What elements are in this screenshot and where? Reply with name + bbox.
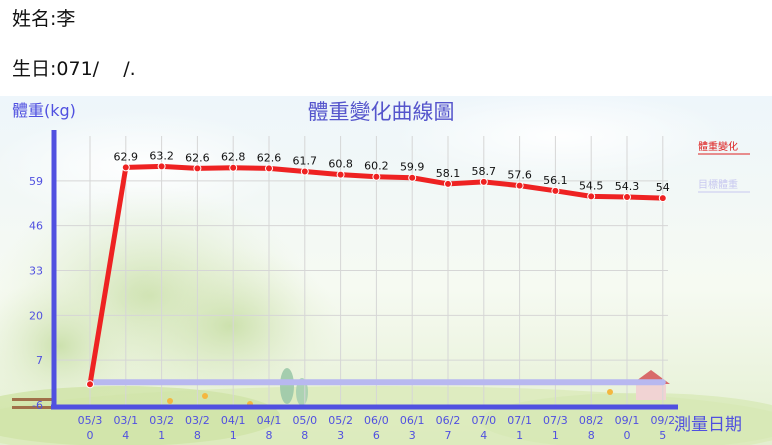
x-tick-label: 05/3 0 — [78, 414, 103, 442]
x-tick-label: 09/2 5 — [650, 414, 675, 442]
x-tick-label: 03/2 1 — [149, 414, 174, 442]
x-tick-label: 04/1 8 — [257, 414, 282, 442]
y-tick-label: 20 — [29, 309, 43, 322]
x-tick-label: 04/1 1 — [221, 414, 246, 442]
weight-data-label: 62.6 — [257, 151, 282, 164]
weight-point — [121, 163, 130, 172]
weight-data-label: 63.2 — [149, 149, 174, 162]
weight-data-label: 58.1 — [436, 167, 461, 180]
x-tick-label: 08/2 8 — [579, 414, 604, 442]
y-tick-label: 7 — [36, 354, 43, 367]
x-tick-label: 03/1 4 — [113, 414, 138, 442]
y-axis-label: 體重(kg) — [12, 101, 76, 120]
x-tick-label: 06/1 3 — [400, 414, 425, 442]
weight-data-label: 61.7 — [293, 155, 318, 168]
weight-point — [408, 173, 417, 182]
y-tick-label: 33 — [29, 265, 43, 278]
weight-data-label: 56.1 — [543, 174, 568, 187]
x-tick-label: 03/2 8 — [185, 414, 210, 442]
legend-target-weight: 目標體重 — [698, 178, 738, 191]
weight-point — [336, 170, 345, 179]
weight-point — [658, 194, 667, 203]
x-tick-label: 07/0 4 — [471, 414, 496, 442]
weight-point — [229, 163, 238, 172]
weight-data-label: 62.6 — [185, 151, 210, 164]
weight-data-label: 60.8 — [328, 158, 353, 171]
weight-point — [551, 186, 560, 195]
x-axis-label: 測量日期 — [674, 415, 742, 435]
y-tick-label: 46 — [29, 220, 43, 233]
weight-data-label: 54 — [656, 181, 670, 194]
data-labels: 62.9 63.2 62.6 62.8 62.6 61.7 60.8 60.2 59.9 58.1… — [114, 149, 670, 194]
x-tick-label: 05/2 3 — [328, 414, 353, 442]
x-tick-label: 09/1 0 — [615, 414, 640, 442]
y-tick-label: -6 — [32, 399, 43, 412]
x-tick-label: 06/0 6 — [364, 414, 389, 442]
birth-line: 生日:071/ /. — [12, 58, 136, 80]
weight-data-label: 62.9 — [114, 150, 139, 163]
chart-title: 體重變化曲線圖 — [308, 100, 455, 124]
legend-weight-change: 體重變化 — [698, 140, 738, 153]
x-tick-label: 07/3 1 — [543, 414, 568, 442]
weight-data-label: 54.3 — [615, 180, 640, 193]
x-tick-label: 05/0 8 — [292, 414, 317, 442]
weight-point — [300, 167, 309, 176]
weight-point — [515, 181, 524, 190]
legend: 體重變化 目標體重 — [698, 140, 750, 193]
weight-point — [479, 177, 488, 186]
weight-data-label: 62.8 — [221, 151, 246, 164]
x-tick-label: 07/1 1 — [507, 414, 532, 442]
x-tick-label: 06/2 7 — [436, 414, 461, 442]
weight-chart: -6 7 20 33 46 59 05/3 0 03/1 4 03/2 1 03/2 8 04/1 1 04/1… — [0, 96, 772, 445]
weight-series — [86, 162, 667, 389]
weight-point — [86, 380, 94, 389]
weight-data-label: 59.9 — [400, 161, 425, 174]
weight-point — [157, 162, 166, 171]
weight-point — [372, 172, 381, 181]
weight-point — [623, 193, 631, 202]
name-line: 姓名:李 — [12, 8, 76, 30]
weight-data-label: 60.2 — [364, 160, 389, 173]
weight-data-label: 57.6 — [507, 169, 532, 182]
y-tick-label: 59 — [29, 175, 43, 188]
weight-point — [444, 179, 452, 188]
weight-data-label: 54.5 — [579, 179, 604, 192]
weight-point — [193, 164, 202, 173]
weight-chart-panel: -6 7 20 33 46 59 05/3 0 03/1 4 03/2 1 03/2 8 04/1 1 04/1… — [0, 96, 772, 445]
weight-point — [587, 192, 596, 201]
axes: -6 7 20 33 46 59 05/3 0 03/1 4 03/2 1 03/2 8 04/1 1 04/1… — [29, 130, 678, 442]
weight-point — [265, 164, 273, 173]
weight-data-label: 58.7 — [472, 165, 497, 178]
